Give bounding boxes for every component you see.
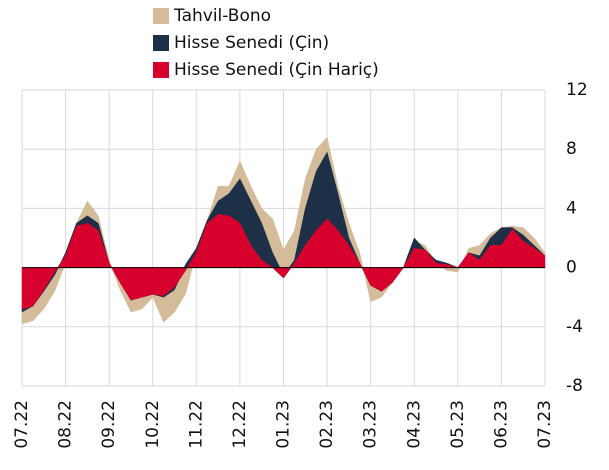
x-tick-label: 04.23	[404, 400, 424, 449]
x-tick-label: 06.23	[491, 400, 511, 449]
y-tick-label: 0	[566, 258, 577, 278]
x-tick-label: 05.23	[448, 400, 468, 449]
x-tick-label: 08.22	[56, 400, 76, 449]
x-tick-label: 12.22	[230, 400, 250, 449]
y-tick-label: -4	[566, 317, 583, 337]
x-tick-label: 03.23	[361, 400, 381, 449]
legend-swatch	[153, 8, 169, 24]
x-tick-label: 02.23	[317, 400, 337, 449]
legend-label: Hisse Senedi (Çin Hariç)	[174, 60, 379, 80]
x-tick-label: 11.22	[186, 400, 206, 449]
legend-swatch	[153, 35, 169, 51]
x-tick-label: 07.23	[535, 400, 555, 449]
y-tick-label: 12	[566, 80, 588, 100]
x-tick-label: 07.22	[12, 400, 32, 449]
x-tick-label: 09.22	[99, 400, 119, 449]
legend-swatch	[153, 62, 169, 78]
x-tick-label: 01.23	[274, 400, 294, 449]
y-tick-label: -8	[566, 376, 583, 396]
legend-label: Hisse Senedi (Çin)	[174, 33, 329, 53]
legend-label: Tahvil-Bono	[173, 6, 271, 26]
x-tick-label: 10.22	[143, 400, 163, 449]
y-tick-label: 8	[566, 139, 577, 159]
y-tick-label: 4	[566, 198, 577, 218]
